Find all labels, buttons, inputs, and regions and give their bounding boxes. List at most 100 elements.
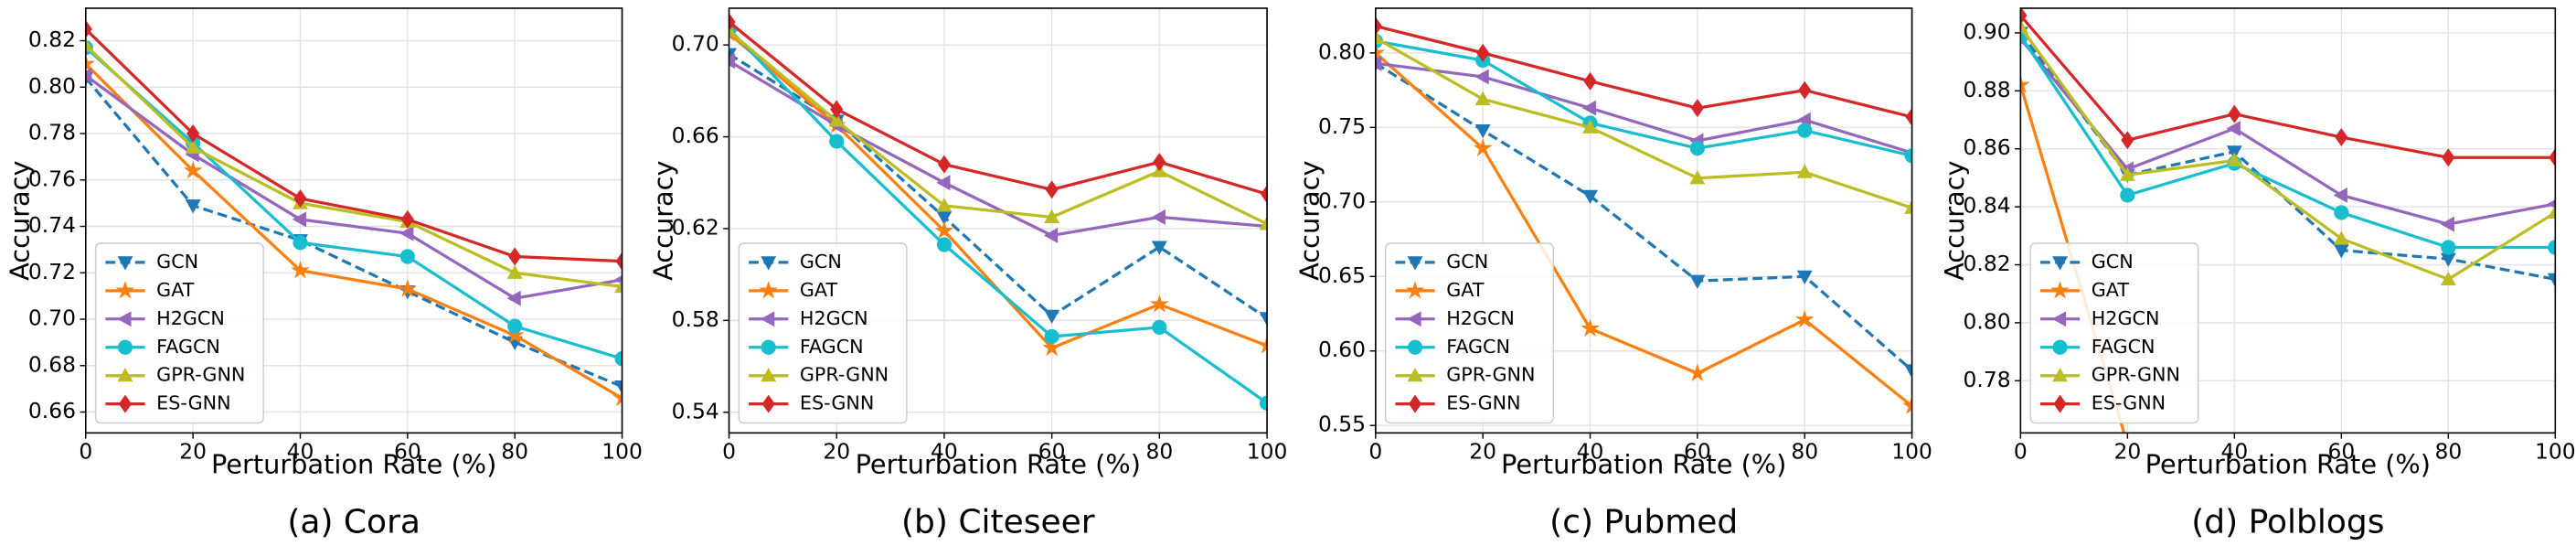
data-point xyxy=(1474,91,1491,105)
data-point xyxy=(936,175,951,191)
y-axis-label: Accuracy xyxy=(647,160,678,280)
data-point xyxy=(1796,164,1813,178)
data-point xyxy=(1042,337,1061,357)
data-point xyxy=(2442,148,2455,167)
data-point xyxy=(2549,148,2556,167)
legend-box xyxy=(2029,242,2199,424)
x-tick-label: 20 xyxy=(1469,438,1496,464)
series-line xyxy=(2020,14,2556,159)
data-point xyxy=(293,235,308,251)
legend-box xyxy=(738,242,908,424)
data-point xyxy=(2334,205,2349,220)
legend-label: FAGCN xyxy=(800,336,864,358)
y-tick-label: 0.55 xyxy=(1318,412,1366,437)
data-point xyxy=(2020,7,2028,25)
data-point xyxy=(2020,75,2030,93)
data-point xyxy=(1259,312,1268,327)
legend-label: GCN xyxy=(800,251,842,273)
data-point xyxy=(1043,228,1059,243)
data-point xyxy=(1473,138,1493,156)
data-point xyxy=(186,124,200,144)
data-point xyxy=(2333,244,2349,259)
x-tick-label: 0 xyxy=(2014,438,2028,464)
x-tick-label: 100 xyxy=(2535,438,2576,464)
data-point xyxy=(1044,309,1060,325)
y-tick-label: 0.58 xyxy=(672,306,719,332)
x-tick-label: 100 xyxy=(1891,438,1932,464)
series-line xyxy=(729,20,1268,196)
legend-marker xyxy=(117,368,133,382)
legend-label: GCN xyxy=(156,251,198,273)
legend-marker xyxy=(759,280,779,299)
y-tick-label: 0.66 xyxy=(28,398,76,423)
data-point xyxy=(2226,145,2242,160)
legend-label: GAT xyxy=(2092,279,2130,301)
y-axis-label: Accuracy xyxy=(5,160,36,280)
data-point xyxy=(1902,396,1912,414)
legend-label: GAT xyxy=(1446,279,1485,301)
data-point xyxy=(2333,230,2349,245)
legend-marker xyxy=(761,368,777,382)
data-point xyxy=(399,249,415,264)
legend-marker xyxy=(1407,311,1421,327)
x-tick-label: 80 xyxy=(2434,438,2462,464)
data-point xyxy=(505,325,525,344)
data-point xyxy=(729,53,736,70)
caption: (a) Cora xyxy=(287,503,420,541)
legend-label: GAT xyxy=(156,279,195,301)
y-tick-label: 0.78 xyxy=(1964,367,2011,392)
legend-box xyxy=(1384,242,1554,424)
series-line xyxy=(85,27,623,263)
data-point xyxy=(85,19,92,38)
subplot: 0.78 0.80 0.82 0.84 0.86 0.88 0.90 0 20 40 60 80 100… xyxy=(1939,7,2576,541)
data-point xyxy=(1044,209,1060,223)
y-tick-label: 0.82 xyxy=(28,27,76,52)
legend-marker xyxy=(1407,339,1423,355)
series-line xyxy=(85,46,623,360)
y-tick-label: 0.70 xyxy=(28,305,76,331)
data-point xyxy=(936,237,953,252)
data-point xyxy=(2020,18,2028,34)
data-point xyxy=(508,247,522,266)
caption: (d) Polblogs xyxy=(2191,503,2384,541)
series-line xyxy=(85,74,623,300)
plot-area xyxy=(1375,16,1912,414)
y-tick-label: 0.62 xyxy=(672,214,719,240)
legend-label: FAGCN xyxy=(2092,336,2156,358)
data-point xyxy=(1582,189,1599,204)
y-tick-label: 0.76 xyxy=(28,166,76,191)
axes-frame xyxy=(2019,7,2557,434)
x-tick-label: 60 xyxy=(1684,438,1711,464)
data-point xyxy=(185,139,201,154)
x-tick-label: 40 xyxy=(287,438,314,464)
data-point xyxy=(1904,148,1912,164)
data-point xyxy=(1796,270,1813,284)
data-point xyxy=(2547,204,2556,219)
legend-marker xyxy=(1407,368,1423,382)
y-tick-label: 0.80 xyxy=(1964,308,2011,334)
data-point xyxy=(2441,240,2456,255)
x-tick-label: 40 xyxy=(2220,438,2248,464)
legend-marker xyxy=(117,339,133,355)
series-line xyxy=(85,77,623,389)
caption: (c) Pubmed xyxy=(1549,503,1738,541)
legend: GCN GAT H2GCN FAGCN GPR-GNN ES-GNN xyxy=(2029,242,2199,424)
data-point xyxy=(1474,69,1489,85)
data-point xyxy=(1474,124,1491,139)
data-point xyxy=(1257,336,1268,354)
data-point xyxy=(2121,131,2134,150)
y-tick-label: 0.86 xyxy=(1964,134,2011,160)
y-tick-label: 0.54 xyxy=(672,398,719,423)
x-tick-label: 80 xyxy=(1791,438,1818,464)
legend-marker xyxy=(761,339,776,355)
legend-label: GPR-GNN xyxy=(2092,364,2180,386)
data-point xyxy=(2548,240,2556,255)
legend-label: H2GCN xyxy=(156,307,225,329)
legend: GCN GAT H2GCN FAGCN GPR-GNN ES-GNN xyxy=(738,242,908,424)
y-tick-label: 0.75 xyxy=(1318,113,1366,139)
x-axis-label: Perturbation Rate (%) xyxy=(2145,448,2431,479)
y-tick-label: 0.68 xyxy=(28,351,76,377)
legend-marker xyxy=(761,256,777,271)
series-line xyxy=(1375,61,1912,155)
